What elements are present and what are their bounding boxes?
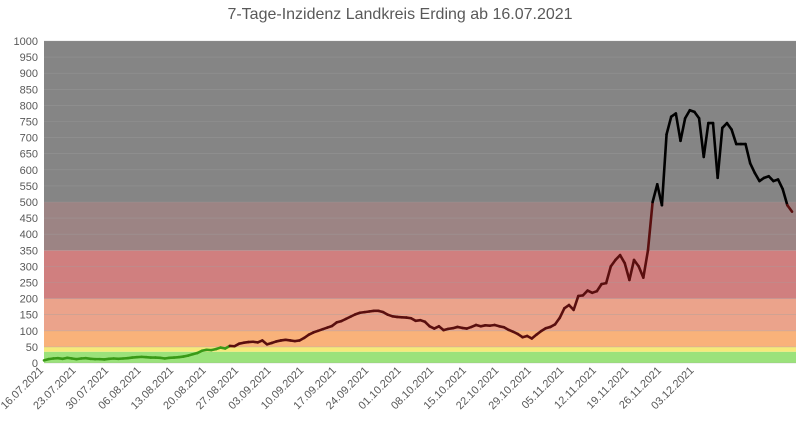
y-tick-label: 100 (20, 326, 38, 338)
y-tick-label: 1000 (14, 36, 38, 48)
line-segment (572, 294, 580, 312)
line-segment (683, 108, 692, 120)
y-tick-label: 200 (20, 294, 38, 306)
gridlines (44, 40, 796, 364)
line-segment (609, 258, 617, 268)
band-35-50 (44, 346, 796, 352)
line-segment (702, 121, 710, 159)
line-segment (697, 116, 706, 159)
y-tick-label: 450 (20, 213, 38, 225)
line-segment (632, 258, 640, 268)
y-tick-label: 600 (20, 165, 38, 177)
y-tick-label: 550 (20, 181, 38, 193)
line-segment (781, 187, 789, 207)
y-tick-label: 750 (20, 117, 38, 129)
line-segment (618, 253, 627, 265)
series-line (42, 108, 794, 362)
y-tick-label: 500 (20, 197, 38, 209)
line-segment (623, 261, 631, 282)
line-segment (558, 306, 566, 320)
line-segment (716, 126, 724, 180)
y-axis: 0 50 100 150 200 250 300 350 400 450 500 550 600 650 7… (14, 36, 38, 370)
line-segment (604, 265, 613, 285)
line-segment (628, 258, 636, 282)
y-tick-label: 950 (20, 52, 38, 64)
line-segment (642, 249, 650, 279)
line-segment (646, 200, 654, 252)
line-segment (748, 162, 757, 175)
band-50-100 (44, 330, 796, 347)
y-tick-label: 250 (20, 278, 38, 290)
line-segment (679, 116, 687, 143)
y-tick-label: 400 (20, 229, 38, 241)
line-segment (665, 115, 673, 136)
line-segment (595, 282, 603, 293)
line-segment (553, 316, 562, 326)
y-tick-label: 850 (20, 84, 38, 96)
band-350-500 (44, 202, 796, 251)
line-segment (711, 121, 719, 180)
line-segment (744, 142, 752, 165)
y-tick-label: 0 (32, 358, 38, 370)
line-segment (725, 121, 733, 131)
line-segment (693, 110, 701, 120)
x-axis: 16.07.202123.07.202130.07.202106.08.2021… (0, 365, 697, 412)
band-0-35 (44, 351, 796, 363)
y-tick-label: 700 (20, 133, 38, 145)
y-tick-label: 150 (20, 310, 38, 322)
chart-title: 7-Tage-Inzidenz Landkreis Erding ab 16.0… (227, 6, 573, 23)
y-tick-label: 300 (20, 261, 38, 273)
line-segment (786, 203, 794, 213)
band-200-350 (44, 250, 796, 299)
y-tick-label: 350 (20, 245, 38, 257)
line-segment (651, 182, 659, 204)
line-segment (753, 171, 761, 183)
y-tick-label: 800 (20, 100, 38, 112)
y-tick-label: 900 (20, 68, 38, 80)
line-segment (660, 133, 668, 207)
y-tick-label: 50 (26, 342, 38, 354)
line-segment (776, 178, 785, 191)
y-tick-label: 650 (20, 149, 38, 161)
line-segment (674, 112, 682, 143)
line-segment (730, 128, 738, 146)
